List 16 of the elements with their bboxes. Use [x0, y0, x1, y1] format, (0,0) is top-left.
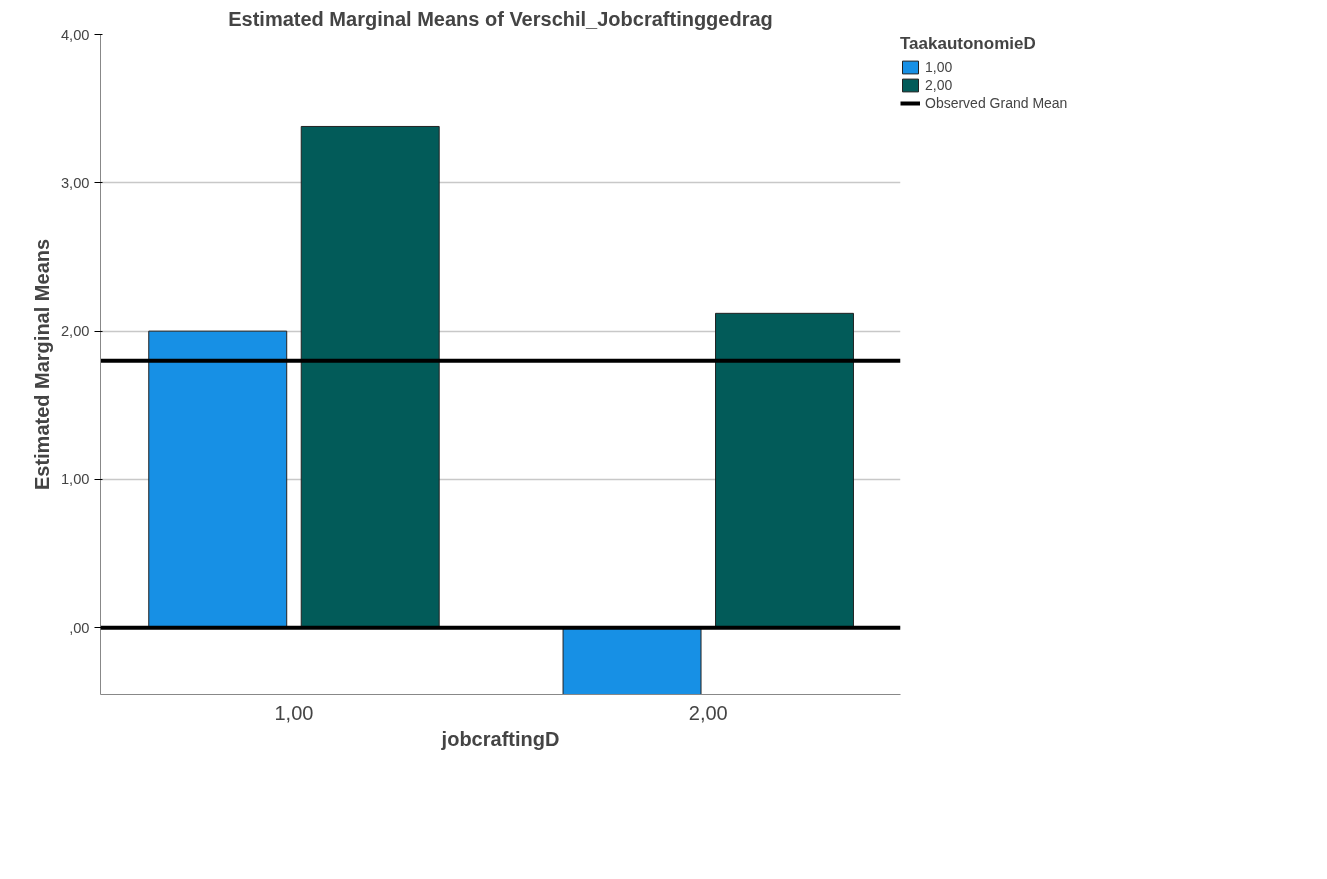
y-tick-label: ,00 — [69, 619, 90, 636]
legend-label: 1,00 — [925, 59, 953, 75]
bar — [715, 312, 854, 629]
y-axis-title: Estimated Marginal Means — [30, 238, 53, 491]
y-tick-label: 4,00 — [60, 26, 90, 43]
bar — [300, 125, 440, 629]
bar — [562, 627, 702, 695]
legend-title: TaakautonomieD — [900, 34, 1037, 54]
y-tick-label: 2,00 — [60, 323, 90, 340]
legend-label: 2,00 — [925, 77, 953, 93]
legend-label: Observed Grand Mean — [925, 95, 1068, 111]
y-tick-label: 1,00 — [60, 471, 90, 488]
bar — [148, 330, 288, 629]
x-axis-title: jobcraftingD — [440, 727, 560, 750]
y-tick-label: 3,00 — [60, 174, 90, 191]
chart-title: Estimated Marginal Means of Verschil_Jobcraftinggedrag — [228, 7, 773, 30]
